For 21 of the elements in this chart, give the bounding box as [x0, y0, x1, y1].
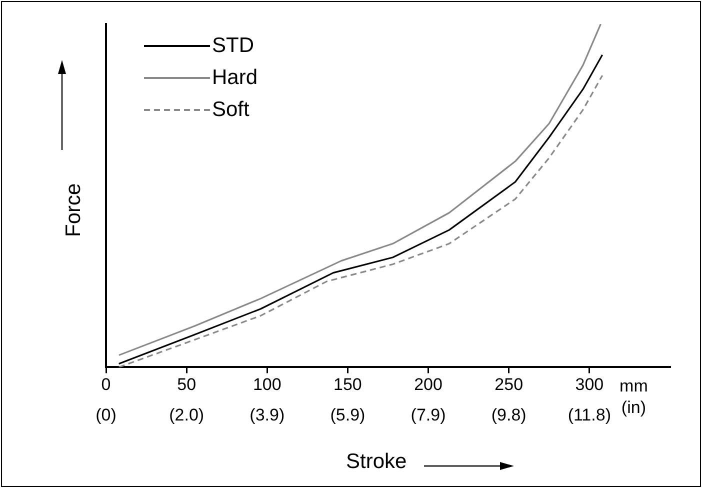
x2-tick-label: (11.8)	[568, 405, 611, 424]
text: mm	[620, 376, 648, 396]
x2-tick-label: (7.9)	[410, 405, 446, 424]
x-tick-label: 50	[177, 375, 196, 394]
x-tick-label: 250	[494, 375, 524, 394]
x-tick-label: 200	[414, 375, 442, 394]
legend-label: Hard	[212, 66, 258, 89]
x-tick-label: 100	[252, 375, 282, 394]
text: (in)	[621, 398, 646, 417]
x2-tick-label: (5.9)	[330, 405, 366, 424]
x-tick-label: 150	[334, 375, 362, 394]
x-axis-title: Stroke	[346, 450, 407, 474]
x-tick-label: 300	[575, 375, 604, 394]
legend-label: Soft	[212, 98, 250, 121]
y-axis-title: Force	[62, 183, 86, 237]
x-tick-label: 0	[101, 375, 111, 394]
x2-tick-label: (2.0)	[169, 405, 204, 424]
x2-tick-label: (3.9)	[250, 405, 285, 424]
legend-label: STD	[212, 34, 254, 57]
x2-tick-label: (9.8)	[491, 405, 526, 424]
x2-tick-label: (0)	[96, 405, 116, 424]
